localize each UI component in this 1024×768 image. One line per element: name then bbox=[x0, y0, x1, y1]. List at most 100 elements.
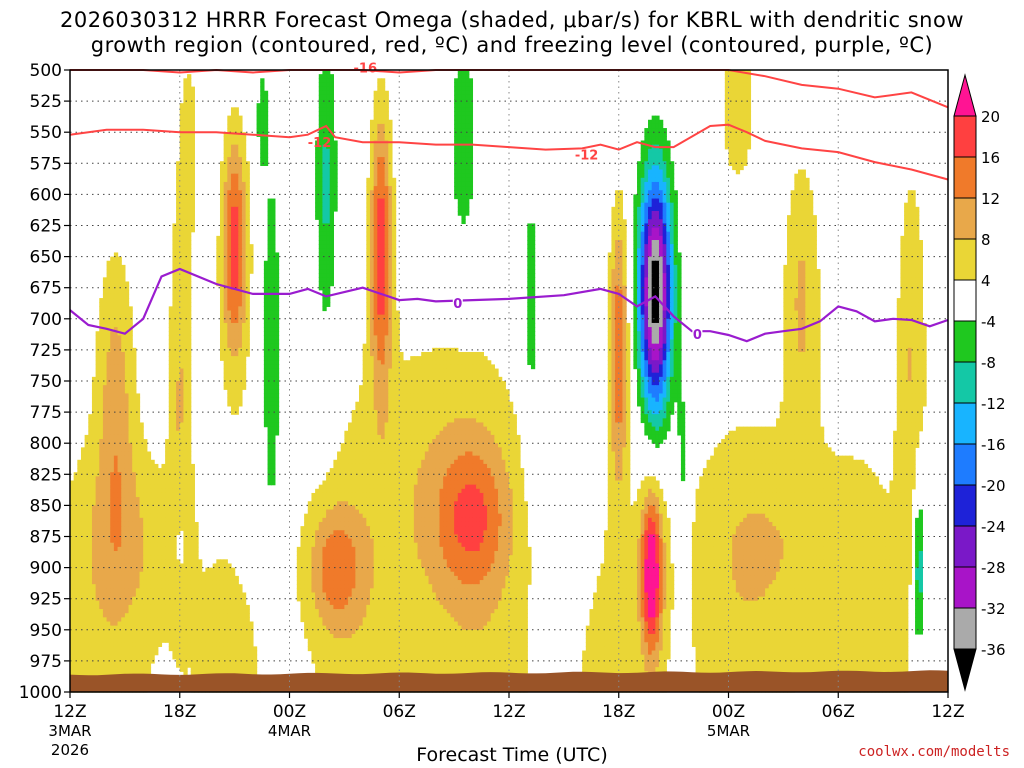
omega-cell bbox=[469, 194, 473, 199]
omega-cell bbox=[527, 269, 531, 274]
omega-cell bbox=[333, 157, 337, 162]
omega-cell bbox=[904, 265, 908, 270]
omega-cell bbox=[637, 273, 641, 278]
omega-cell bbox=[531, 281, 535, 286]
omega-cell bbox=[659, 277, 663, 282]
omega-cell bbox=[330, 91, 334, 96]
omega-cell bbox=[118, 273, 122, 278]
omega-cell bbox=[224, 136, 228, 141]
omega-cell bbox=[183, 170, 187, 175]
omega-cell bbox=[663, 182, 667, 187]
omega-cell bbox=[333, 170, 337, 175]
omega-cell bbox=[242, 157, 246, 162]
omega-cell bbox=[381, 111, 385, 116]
omega-cell bbox=[454, 78, 458, 83]
omega-cell bbox=[242, 153, 246, 158]
omega-cell bbox=[798, 178, 802, 183]
omega-cell bbox=[465, 203, 469, 208]
omega-cell bbox=[622, 248, 626, 253]
omega-cell bbox=[330, 228, 334, 233]
omega-cell bbox=[322, 165, 326, 170]
omega-cell bbox=[388, 269, 392, 274]
omega-cell bbox=[736, 87, 740, 92]
omega-cell bbox=[235, 153, 239, 158]
omega-cell bbox=[366, 199, 370, 204]
omega-cell bbox=[370, 219, 374, 224]
omega-cell bbox=[911, 277, 915, 282]
omega-cell bbox=[729, 111, 733, 116]
omega-cell bbox=[235, 211, 239, 216]
omega-cell bbox=[183, 215, 187, 220]
omega-cell bbox=[319, 178, 323, 183]
omega-cell bbox=[725, 82, 729, 87]
omega-cell bbox=[187, 95, 191, 100]
omega-cell bbox=[747, 140, 751, 145]
omega-cell bbox=[118, 269, 122, 274]
omega-cell bbox=[388, 186, 392, 191]
omega-cell bbox=[224, 186, 228, 191]
omega-cell bbox=[802, 257, 806, 262]
omega-cell bbox=[377, 153, 381, 158]
omega-cell bbox=[381, 244, 385, 249]
omega-cell bbox=[326, 95, 330, 100]
omega-cell bbox=[224, 273, 228, 278]
omega-cell bbox=[319, 170, 323, 175]
omega-cell bbox=[385, 132, 389, 137]
omega-cell bbox=[385, 174, 389, 179]
omega-cell bbox=[659, 290, 663, 295]
omega-cell bbox=[911, 228, 915, 233]
omega-cell bbox=[670, 244, 674, 249]
omega-cell bbox=[183, 78, 187, 83]
omega-cell bbox=[908, 269, 912, 274]
omega-cell bbox=[644, 211, 648, 216]
omega-cell bbox=[659, 157, 663, 162]
omega-cell bbox=[469, 87, 473, 92]
omega-cell bbox=[611, 211, 615, 216]
omega-cell bbox=[388, 136, 392, 141]
omega-cell bbox=[231, 186, 235, 191]
omega-cell bbox=[461, 199, 465, 204]
omega-cell bbox=[739, 107, 743, 112]
omega-cell bbox=[388, 145, 392, 150]
omega-cell bbox=[611, 207, 615, 212]
omega-cell bbox=[388, 157, 392, 162]
omega-cell bbox=[224, 149, 228, 154]
omega-cell bbox=[183, 248, 187, 253]
omega-cell bbox=[641, 203, 645, 208]
omega-cell bbox=[180, 232, 184, 237]
omega-cell bbox=[461, 161, 465, 166]
omega-cell bbox=[377, 244, 381, 249]
omega-cell bbox=[655, 273, 659, 278]
omega-cell bbox=[794, 261, 798, 266]
omega-cell bbox=[608, 265, 612, 270]
omega-cell bbox=[919, 265, 923, 270]
omega-cell bbox=[246, 257, 250, 262]
omega-cell bbox=[739, 116, 743, 121]
omega-cell bbox=[242, 269, 246, 274]
omega-cell bbox=[271, 261, 275, 266]
omega-cell bbox=[242, 265, 246, 270]
omega-cell bbox=[183, 232, 187, 237]
omega-cell bbox=[911, 281, 915, 286]
omega-cell bbox=[271, 236, 275, 241]
omega-cell bbox=[333, 174, 337, 179]
omega-cell bbox=[220, 244, 224, 249]
omega-cell bbox=[374, 124, 378, 129]
omega-cell bbox=[374, 186, 378, 191]
omega-cell bbox=[908, 257, 912, 262]
omega-cell bbox=[227, 265, 231, 270]
omega-cell bbox=[330, 78, 334, 83]
omega-cell bbox=[655, 199, 659, 204]
omega-cell bbox=[637, 199, 641, 204]
omega-cell bbox=[224, 244, 228, 249]
omega-cell bbox=[454, 182, 458, 187]
omega-cell bbox=[330, 269, 334, 274]
omega-cell bbox=[652, 178, 656, 183]
omega-cell bbox=[461, 219, 465, 224]
omega-cell bbox=[633, 244, 637, 249]
omega-cell bbox=[674, 228, 678, 233]
omega-cell bbox=[322, 290, 326, 295]
omega-cell bbox=[187, 240, 191, 245]
omega-cell bbox=[224, 219, 228, 224]
omega-cell bbox=[805, 219, 809, 224]
